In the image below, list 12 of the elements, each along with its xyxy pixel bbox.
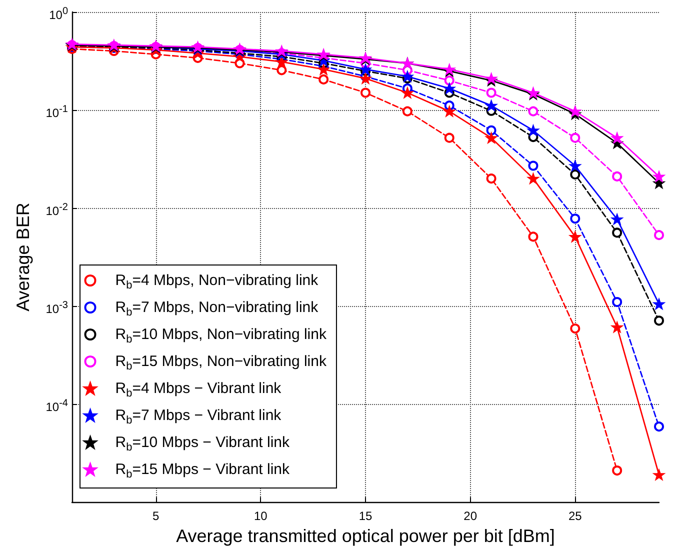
- y-tick-label: 10$^{0}$: [49, 5, 68, 22]
- y-tick-label: 10$^{-1}$: [46, 103, 68, 120]
- y-axis-title: Average BER: [13, 202, 33, 312]
- y-tick-label: 10$^{-3}$: [46, 299, 68, 316]
- x-tick-label: 10: [254, 509, 268, 524]
- x-tick-label: 5: [152, 509, 160, 524]
- x-tick-label: 20: [464, 509, 478, 524]
- y-tick-label: 10$^{-4}$: [46, 397, 68, 414]
- x-tick-label: 25: [568, 509, 582, 524]
- x-axis-title: Average transmitted optical power per bit [dBm]: [176, 526, 555, 546]
- y-tick-label: 10$^{-2}$: [46, 201, 68, 218]
- x-tick-label: 15: [358, 509, 372, 524]
